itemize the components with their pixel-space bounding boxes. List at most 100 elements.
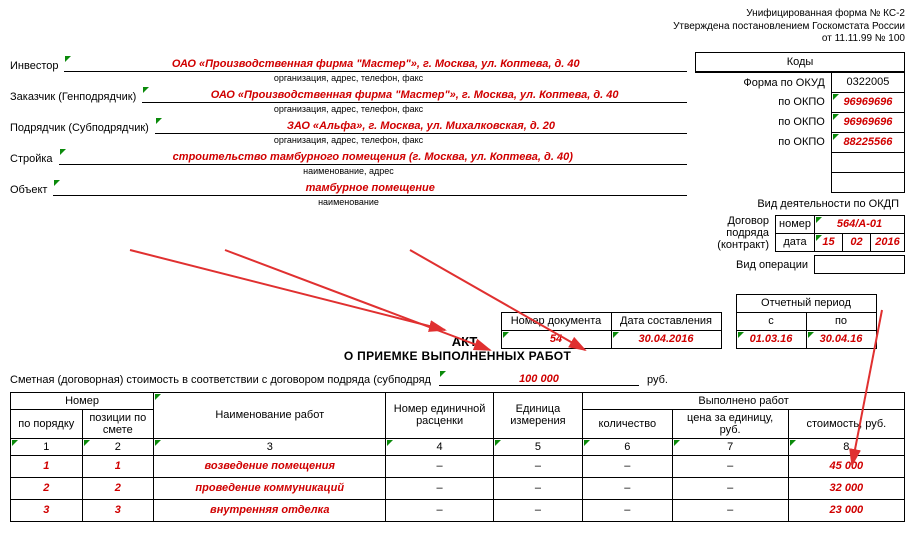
h-pos: позиции по смете — [82, 409, 154, 438]
okdp-label: Вид деятельности по ОКДП — [695, 198, 905, 210]
period-from: 01.03.16 — [736, 330, 806, 348]
investor-label: Инвестор — [10, 60, 64, 72]
row-pos: 3 — [82, 499, 154, 521]
operation-value — [815, 256, 905, 274]
form-okud-label: Форма по ОКУД — [696, 72, 832, 92]
idx-2: 2 — [82, 438, 154, 455]
codes-empty-1 — [831, 152, 904, 172]
okpo-label-1: по ОКПО — [696, 92, 832, 112]
project-subcaption: наименование, адрес — [10, 166, 687, 176]
contractor-okpo: 88225566 — [831, 132, 904, 152]
h-cost: стоимость, руб. — [788, 409, 904, 438]
cost-value: 100 000 — [439, 373, 639, 386]
project-label: Стройка — [10, 153, 59, 165]
idx-1: 1 — [11, 438, 83, 455]
h-number: Номер — [11, 392, 154, 409]
customer-okpo: 96969696 — [831, 112, 904, 132]
row-c4: – — [386, 477, 493, 499]
row-c4: – — [386, 499, 493, 521]
cost-suffix: руб. — [647, 374, 668, 386]
row-name: проведение коммуникаций — [154, 477, 386, 499]
operation-label: Вид операции — [695, 259, 814, 271]
row-c6: – — [583, 499, 672, 521]
row-c7: – — [672, 477, 788, 499]
idx-7: 7 — [672, 438, 788, 455]
object-label: Объект — [10, 184, 53, 196]
row-c6: – — [583, 477, 672, 499]
h-qty: количество — [583, 409, 672, 438]
doc-date-label: Дата составления — [611, 312, 721, 330]
form-okud-value: 0322005 — [831, 72, 904, 92]
h-unit: Единица измерения — [493, 392, 582, 438]
contractor-subcaption: организация, адрес, телефон, факс — [10, 135, 687, 145]
act-title: АКТ — [443, 334, 487, 349]
contractor-value: ЗАО «Альфа», г. Москва, ул. Михалковская… — [155, 120, 687, 134]
customer-subcaption: организация, адрес, телефон, факс — [10, 104, 687, 114]
doc-num: 54 — [501, 330, 611, 348]
codes-empty-2 — [831, 172, 904, 192]
row-n: 2 — [11, 477, 83, 499]
contract-day: 15 — [815, 233, 843, 251]
row-pos: 2 — [82, 477, 154, 499]
table-row: 33внутренняя отделка––––23 000 — [11, 499, 905, 521]
cost-prefix: Сметная (договорная) стоимость в соответ… — [10, 374, 431, 386]
row-cost: 32 000 — [788, 477, 904, 499]
contract-table: номер 564/А-01 дата 15 02 2016 — [775, 215, 905, 252]
h-order: по порядку — [11, 409, 83, 438]
h-done: Выполнено работ — [583, 392, 905, 409]
contract-date-label: дата — [776, 233, 815, 251]
row-n: 3 — [11, 499, 83, 521]
row-n: 1 — [11, 455, 83, 477]
project-value: строительство тамбурного помещения (г. М… — [59, 151, 687, 165]
idx-8: 8 — [788, 438, 904, 455]
period-from-label: с — [736, 312, 806, 330]
row-c5: – — [493, 455, 582, 477]
investor-subcaption: организация, адрес, телефон, факс — [10, 73, 687, 83]
row-c5: – — [493, 499, 582, 521]
investor-value: ОАО «Производственная фирма "Мастер"», г… — [64, 58, 687, 72]
table-row: 22проведение коммуникаций––––32 000 — [11, 477, 905, 499]
contractor-label: Подрядчик (Субподрядчик) — [10, 122, 155, 134]
row-name: внутренняя отделка — [154, 499, 386, 521]
h-name: Наименование работ — [154, 392, 386, 438]
row-name: возведение помещения — [154, 455, 386, 477]
h-unitnum: Номер единичной расценки — [386, 392, 493, 438]
okpo-label-2: по ОКПО — [696, 112, 832, 132]
table-row: 11возведение помещения––––45 000 — [11, 455, 905, 477]
okpo-label-3: по ОКПО — [696, 132, 832, 152]
object-subcaption: наименование — [10, 197, 687, 207]
period-to: 30.04.16 — [806, 330, 876, 348]
h-price: цена за единицу, руб. — [672, 409, 788, 438]
row-cost: 45 000 — [788, 455, 904, 477]
period-table: Отчетный период с по 01.03.16 30.04.16 — [736, 294, 877, 349]
contract-month: 02 — [843, 233, 871, 251]
idx-4: 4 — [386, 438, 493, 455]
row-c5: – — [493, 477, 582, 499]
contract-label: Договор подряда (контракт) — [695, 215, 769, 251]
object-value: тамбурное помещение — [53, 182, 687, 196]
form-header-line1: Унифицированная форма № КС-2 — [10, 8, 905, 21]
contract-num-label: номер — [776, 215, 815, 233]
row-pos: 1 — [82, 455, 154, 477]
contract-num: 564/А-01 — [815, 215, 905, 233]
index-row: 1 2 3 4 5 6 7 8 — [11, 438, 905, 455]
cost-line: Сметная (договорная) стоимость в соответ… — [10, 373, 905, 386]
idx-3: 3 — [154, 438, 386, 455]
idx-6: 6 — [583, 438, 672, 455]
row-c6: – — [583, 455, 672, 477]
customer-label: Заказчик (Генподрядчик) — [10, 91, 142, 103]
row-c7: – — [672, 455, 788, 477]
contract-year: 2016 — [871, 233, 905, 251]
period-to-label: по — [806, 312, 876, 330]
form-header: Унифицированная форма № КС-2 Утверждена … — [10, 8, 905, 46]
row-c4: – — [386, 455, 493, 477]
codes-table: Коды Форма по ОКУД 0322005 по ОКПО 96969… — [695, 52, 905, 193]
form-header-line3: от 11.11.99 № 100 — [10, 33, 905, 46]
doc-num-label: Номер документа — [501, 312, 611, 330]
row-cost: 23 000 — [788, 499, 904, 521]
idx-5: 5 — [493, 438, 582, 455]
form-header-line2: Утверждена постановлением Госкомстата Ро… — [10, 21, 905, 34]
row-c7: – — [672, 499, 788, 521]
investor-okpo: 96969696 — [831, 92, 904, 112]
doc-date: 30.04.2016 — [611, 330, 721, 348]
